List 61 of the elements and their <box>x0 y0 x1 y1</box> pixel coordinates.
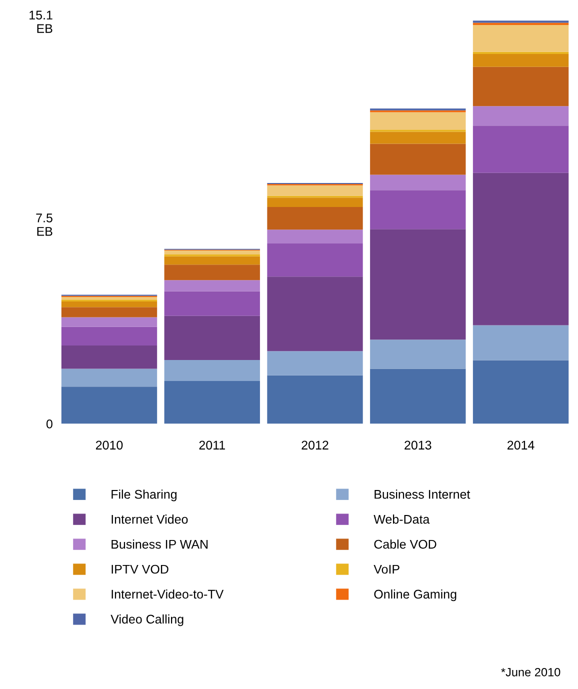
bar <box>370 190 466 230</box>
bar <box>370 112 466 130</box>
x-tick-label: 2013 <box>404 440 432 450</box>
bar <box>267 206 363 230</box>
y-tick-label: 7.5 EB <box>36 214 52 236</box>
bar <box>61 368 158 387</box>
bar <box>370 132 466 144</box>
bar <box>267 375 363 424</box>
x-tick-label: 2014 <box>508 440 534 450</box>
bar <box>472 52 569 54</box>
legend-label: Internet-Video-to-TV <box>112 589 224 599</box>
bar <box>267 198 363 207</box>
legend-label: Business Internet <box>374 490 470 499</box>
bar <box>61 386 158 424</box>
bar <box>61 296 158 300</box>
bar <box>61 346 158 369</box>
bar <box>472 66 569 106</box>
bar <box>370 144 466 175</box>
bar <box>164 280 260 292</box>
bar <box>267 276 363 352</box>
legend-label: Web-Data <box>374 514 430 524</box>
y-tick-label: 0 <box>46 420 52 428</box>
bar <box>370 340 466 369</box>
legend-label: Online Gaming <box>374 589 456 602</box>
y-tick-label: 15.1 EB <box>30 10 52 33</box>
bar <box>164 316 260 360</box>
bar <box>267 230 363 244</box>
x-tick-label: 2010 <box>96 440 123 450</box>
legend-label: VoIP <box>374 564 400 574</box>
bar <box>61 317 158 327</box>
bar <box>370 229 466 340</box>
bar <box>61 307 158 318</box>
legend-label: Business IP WAN <box>112 540 208 549</box>
bar <box>164 291 260 316</box>
legend-label: Video Calling <box>110 614 184 626</box>
bar <box>164 360 260 382</box>
bar <box>164 256 260 265</box>
bar <box>472 24 569 52</box>
bar <box>472 54 569 67</box>
bar <box>267 244 363 277</box>
bar <box>61 301 158 308</box>
bar <box>472 126 569 173</box>
bar <box>267 185 363 196</box>
bar <box>472 106 569 126</box>
bar <box>164 264 260 280</box>
legend-label: File Sharing <box>112 490 177 502</box>
bar <box>164 250 260 254</box>
x-tick-label: 2012 <box>302 440 328 450</box>
bar <box>267 351 363 376</box>
x-tick-label: 2011 <box>199 440 225 450</box>
legend-label: Internet Video <box>112 514 188 524</box>
bar <box>472 172 569 326</box>
bar <box>472 325 569 360</box>
bar <box>164 381 260 424</box>
bar <box>61 326 158 346</box>
text: *June 2010 <box>501 668 560 676</box>
bar <box>472 360 569 424</box>
legend-label: Cable VOD <box>374 540 436 549</box>
legend-label: IPTV VOD <box>112 564 168 574</box>
bar <box>370 174 466 190</box>
bar <box>370 368 466 424</box>
